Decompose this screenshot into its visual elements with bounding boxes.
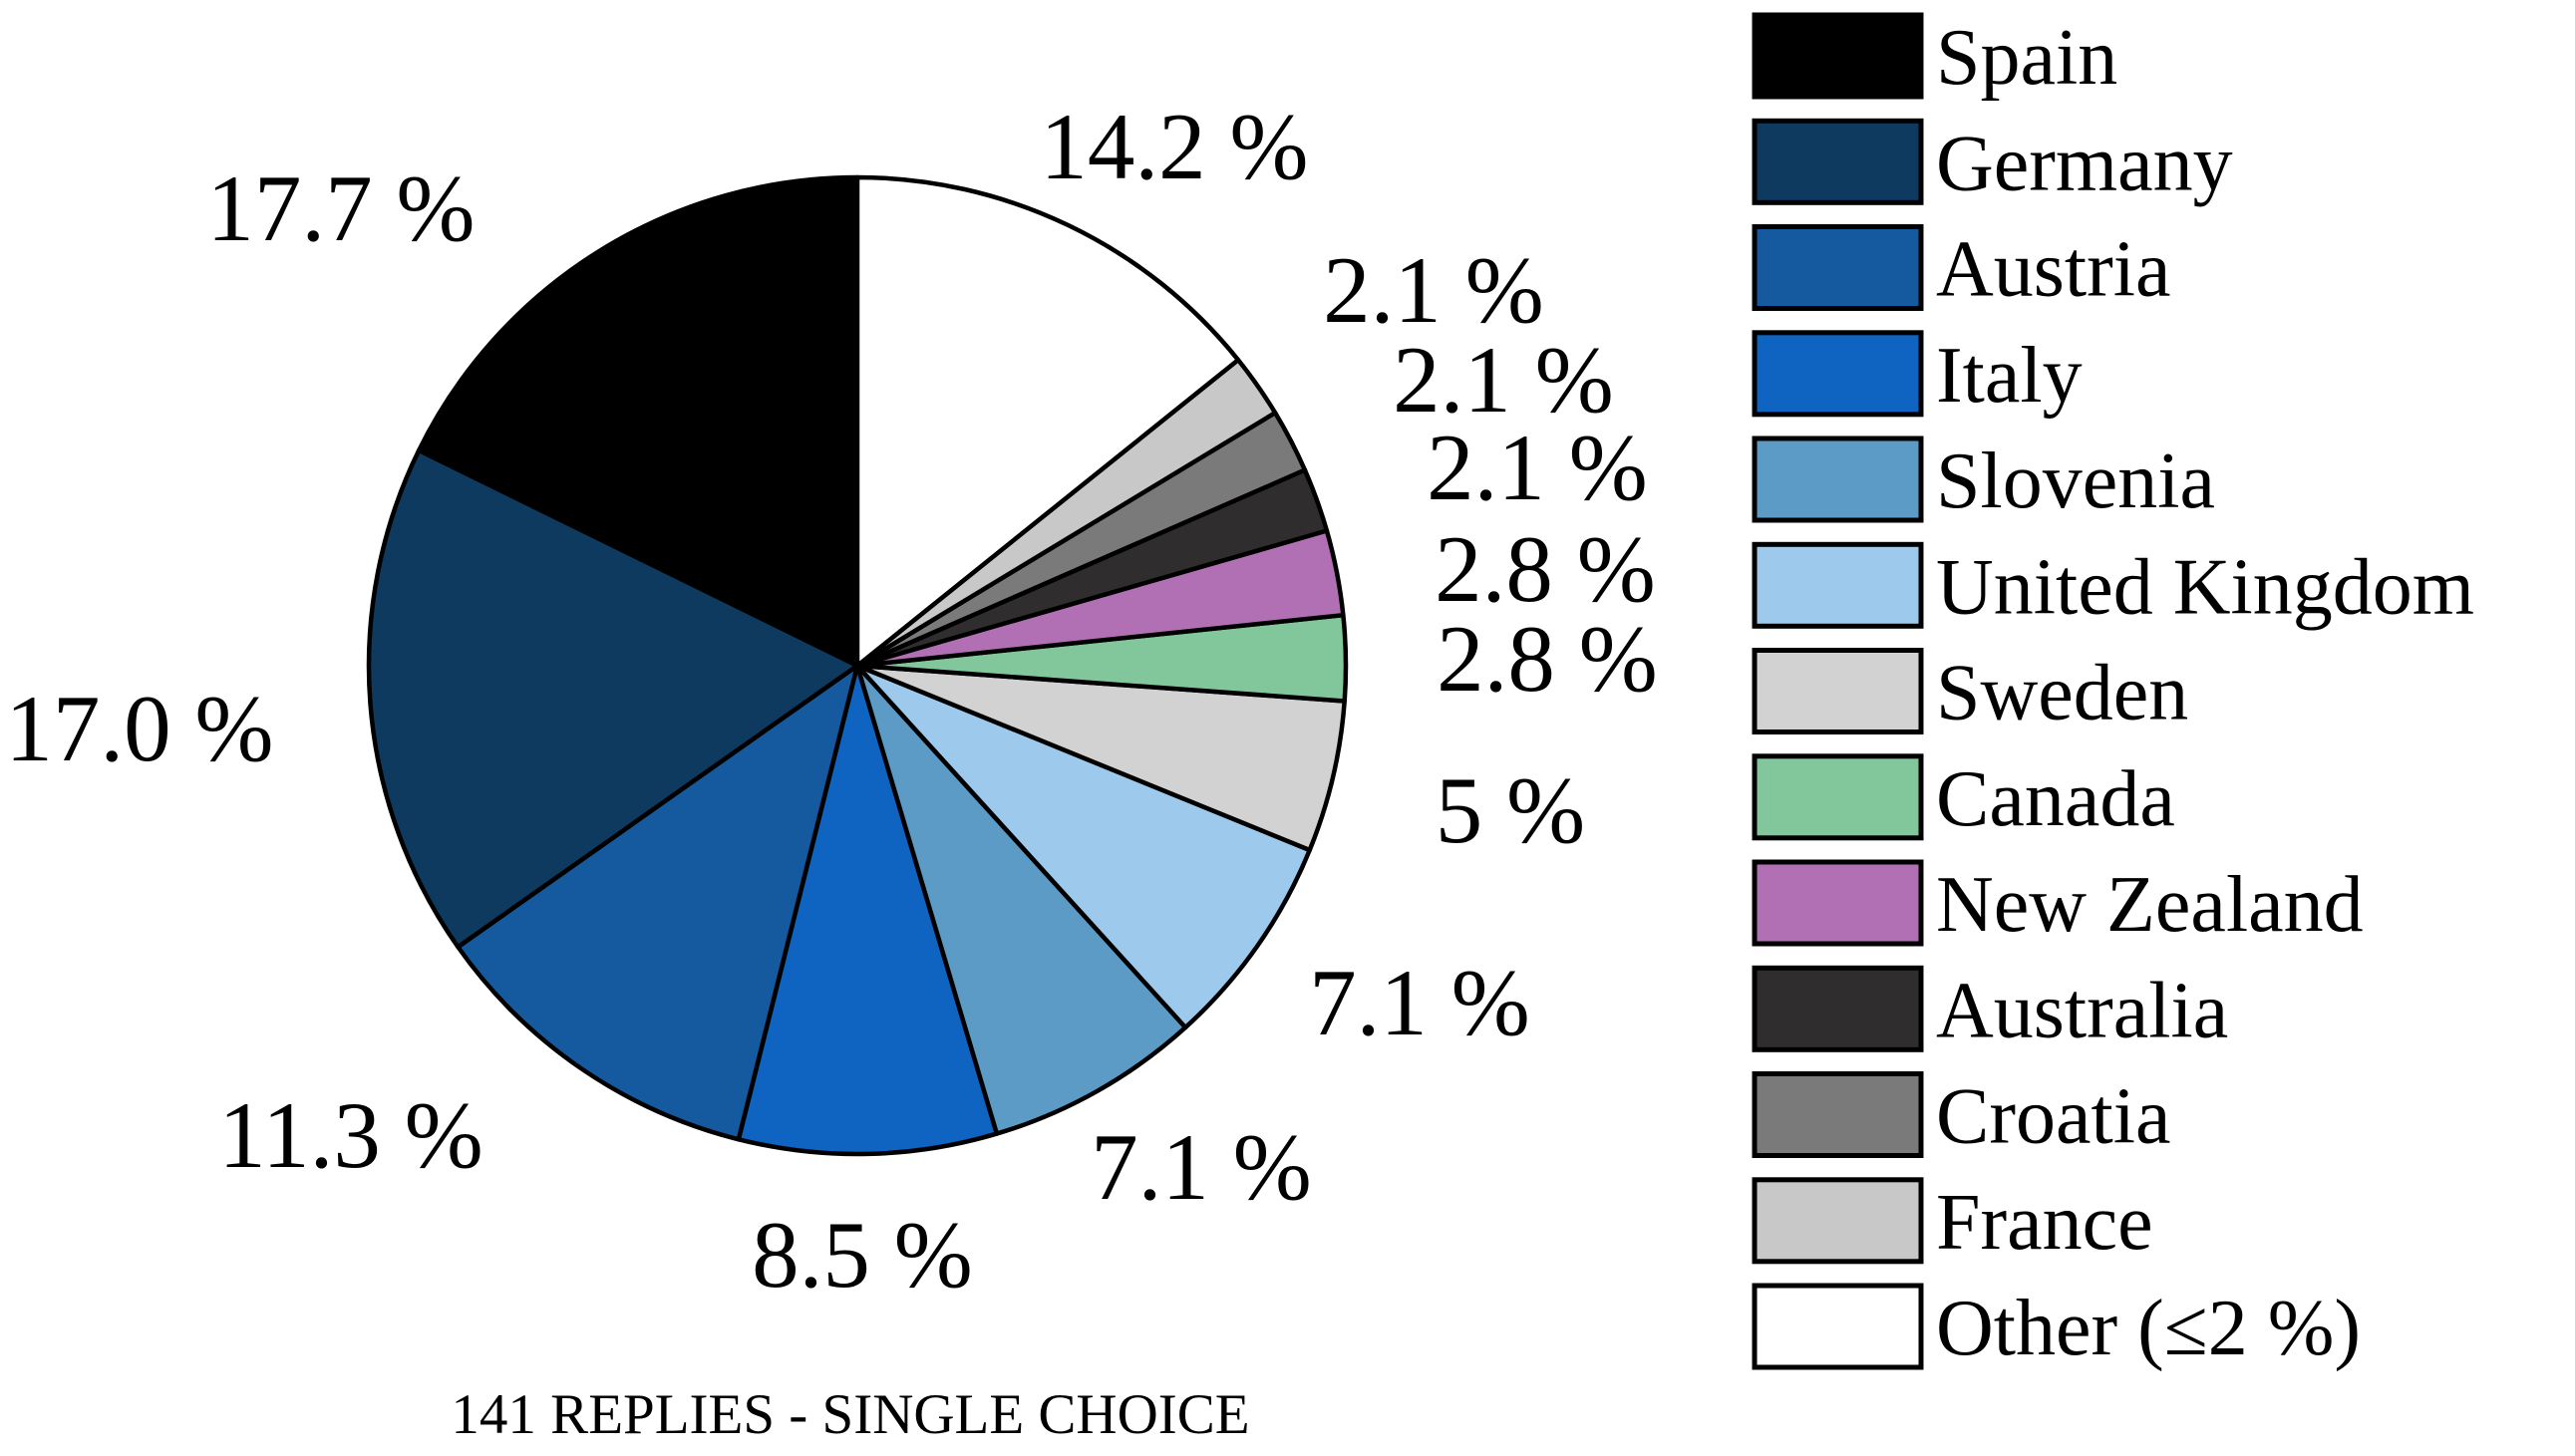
legend-label: Australia [1936, 967, 2228, 1054]
legend-label: Canada [1936, 755, 2175, 843]
pie-slice-percent-label: 11.3 % [218, 1082, 483, 1188]
legend-swatch [1752, 1283, 1924, 1370]
pie-slice-percent-label: 2.8 % [1435, 516, 1656, 622]
legend: Spain Germany Austria Italy Slovenia United K… [1752, 12, 2474, 1372]
legend-label: France [1936, 1179, 2153, 1267]
legend-swatch [1752, 648, 1924, 734]
pie-slice [416, 174, 860, 669]
legend-label: Sweden [1936, 650, 2188, 737]
pie-slice-percent-label: 17.0 % [5, 676, 273, 781]
pie-slice [854, 663, 1312, 1030]
legend-swatch [1752, 436, 1924, 523]
pie-slice [854, 663, 1188, 1136]
legend-label: Croatia [1936, 1073, 2170, 1161]
legend-swatch [1752, 224, 1924, 311]
pie-slice-percent-label: 2.1 % [1323, 237, 1544, 343]
legend-swatch [1752, 12, 1924, 100]
legend-swatch [1752, 859, 1924, 947]
legend-swatch [1752, 753, 1924, 841]
pie-slice [366, 447, 860, 950]
legend-label: Germany [1936, 120, 2233, 207]
legend-label: Other (≤2 %) [1936, 1285, 2361, 1372]
legend-label: Spain [1936, 14, 2117, 102]
legend-label: Austria [1936, 226, 2171, 314]
pie-slice-percent-label: 17.7 % [206, 155, 475, 261]
legend-label: Italy [1936, 332, 2083, 420]
legend-label: New Zealand [1936, 861, 2364, 949]
legend-swatch [1752, 330, 1924, 418]
pie-slice-percent-label: 8.5 % [752, 1202, 973, 1308]
pie-slice-percent-label: 2.1 % [1427, 415, 1648, 520]
pie-slices-group [366, 174, 1349, 1157]
pie-slice [456, 663, 860, 1142]
pie-slice-percent-label: 5 % [1436, 757, 1585, 863]
pie-slice [854, 663, 1347, 853]
legend-swatch [1752, 118, 1924, 205]
pie-slice [736, 663, 1000, 1157]
legend-label: United Kingdom [1936, 543, 2474, 631]
pie-slice [854, 174, 1241, 669]
legend-swatch [1752, 1071, 1924, 1158]
caption: 141 REPLIES - SINGLE CHOICE [451, 1383, 1249, 1446]
pie-slice-percent-label: 2.8 % [1437, 606, 1658, 712]
pie-slice-percent-label: 14.2 % [1040, 94, 1308, 199]
legend-swatch [1752, 965, 1924, 1052]
legend-swatch [1752, 1177, 1924, 1265]
pie-slice-percent-label: 7.1 % [1091, 1114, 1312, 1220]
pie-labels-group: 17.7 % 17.0 % 11.3 % 8.5 % 7.1 % 7.1 % 5 % 2.8 … [5, 94, 1657, 1308]
legend-swatch [1752, 541, 1924, 629]
pie-slice-percent-label: 7.1 % [1309, 950, 1530, 1055]
pie-slice-percent-label: 2.1 % [1393, 327, 1614, 433]
legend-label: Slovenia [1936, 437, 2215, 525]
